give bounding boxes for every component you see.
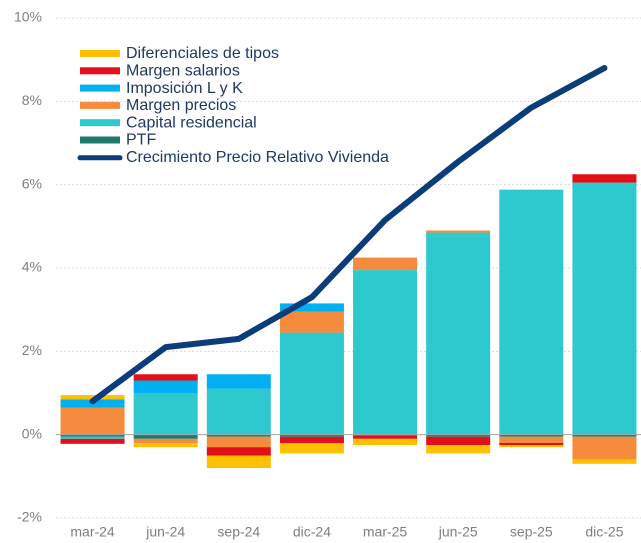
y-tick-label: 6% — [22, 175, 42, 191]
y-tick-label: 8% — [22, 92, 42, 108]
legend-label: Crecimiento Precio Relativo Vivienda — [126, 149, 389, 166]
y-tick-label: 4% — [22, 259, 42, 275]
line — [89, 65, 608, 405]
bar-segment — [499, 189, 564, 435]
bar-segment — [206, 447, 271, 456]
bar-segment — [133, 374, 198, 381]
legend-swatch — [80, 67, 120, 75]
x-tick-label: jun-25 — [438, 524, 478, 540]
bar-segment — [206, 436, 271, 448]
bar-segment — [133, 438, 198, 443]
y-tick-label: 2% — [22, 342, 42, 358]
bar-segment — [353, 435, 418, 439]
bar-segment — [279, 303, 344, 312]
bar-segment — [60, 407, 125, 435]
x-tick-label: dic-25 — [585, 524, 623, 540]
bar-segment — [572, 459, 637, 464]
legend-swatch — [80, 101, 120, 109]
bar-segment — [60, 434, 125, 437]
bar-segment — [572, 182, 637, 435]
bar-segment — [60, 438, 125, 444]
bar-segment — [426, 232, 491, 435]
bar-segment — [206, 455, 271, 468]
bar-segment — [206, 434, 271, 437]
bar-segment — [353, 434, 418, 436]
bar-segment — [353, 257, 418, 271]
legend-swatch — [80, 84, 120, 92]
x-tick-label: dic-24 — [293, 524, 331, 540]
bar-segment — [133, 380, 198, 393]
bar-segment — [572, 174, 637, 183]
bar-segment — [499, 445, 564, 448]
bar-segment — [353, 438, 418, 446]
legend-label: PTF — [126, 132, 156, 149]
legend-swatch — [80, 119, 120, 127]
bar-segment — [572, 434, 637, 437]
bar-segment — [353, 270, 418, 435]
bar-segment — [206, 374, 271, 389]
legend-label: Diferenciales de tipos — [126, 45, 279, 62]
bar-segment — [426, 434, 491, 437]
bar-segment — [60, 436, 125, 439]
legend-label: Margen precios — [126, 97, 236, 114]
y-tick-label: -2% — [17, 509, 42, 525]
bar-segment — [499, 443, 564, 446]
legend-label: Imposición L y K — [126, 80, 243, 97]
legend-label: Margen salarios — [126, 63, 240, 80]
bar-segment — [60, 395, 125, 400]
x-tick-label: mar-25 — [363, 524, 408, 540]
bar-segment — [279, 332, 344, 435]
legend-label: Capital residencial — [126, 114, 257, 131]
bar-segment — [572, 436, 637, 460]
bar-segment — [206, 388, 271, 435]
bar-segment — [426, 445, 491, 454]
bar-segment — [133, 434, 198, 439]
x-tick-label: jun-24 — [145, 524, 185, 540]
legend-swatch — [80, 136, 120, 144]
bar-segment — [279, 436, 344, 443]
x-tick-label: sep-25 — [510, 524, 553, 540]
bar-segment — [279, 434, 344, 437]
bar-segment — [133, 443, 198, 448]
y-tick-label: 0% — [22, 425, 42, 441]
bar-segment — [426, 230, 491, 233]
legend-swatch — [80, 50, 120, 57]
bar-segment — [499, 434, 564, 437]
y-tick-label: 10% — [14, 9, 42, 25]
bar-segment — [426, 436, 491, 446]
bar-segment — [499, 436, 564, 443]
bar-segment — [133, 393, 198, 435]
bar-segment — [279, 443, 344, 454]
bar-segment — [279, 311, 344, 333]
x-tick-label: mar-24 — [70, 524, 115, 540]
x-tick-label: sep-24 — [217, 524, 260, 540]
